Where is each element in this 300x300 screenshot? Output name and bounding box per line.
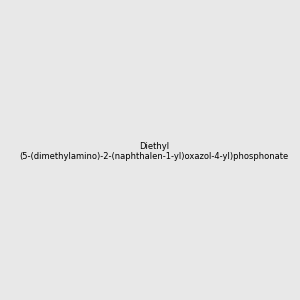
Text: Diethyl (5-(dimethylamino)-2-(naphthalen-1-yl)oxazol-4-yl)phosphonate: Diethyl (5-(dimethylamino)-2-(naphthalen…	[19, 142, 288, 161]
